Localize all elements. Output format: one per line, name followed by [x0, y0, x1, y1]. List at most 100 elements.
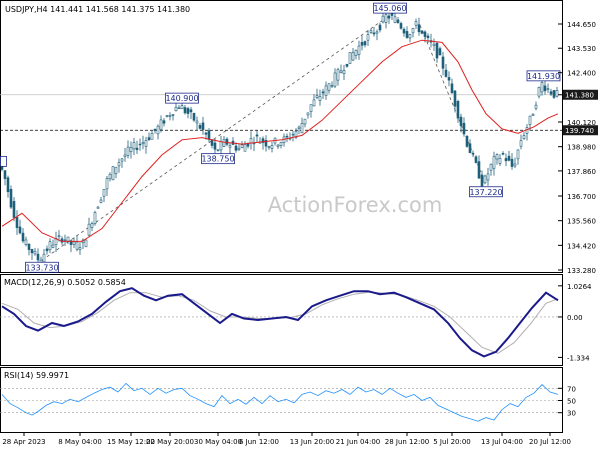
candle-body [543, 85, 547, 92]
price-tick-label: 135.560 [567, 218, 596, 226]
time-tick-label: 28 Jun 12:00 [385, 438, 429, 446]
candle-body [108, 174, 112, 180]
candle-body [489, 163, 493, 171]
candle-body [555, 89, 559, 97]
candle-body [48, 241, 52, 251]
candle-body [264, 140, 268, 147]
candle-body [111, 166, 115, 181]
price-pane-title: USDJPY,H4 141.441 141.568 141.375 141.38… [5, 5, 190, 14]
candle-body [210, 139, 214, 146]
candle-body [15, 217, 19, 228]
candle-body [363, 41, 367, 46]
candle-body [471, 152, 475, 155]
candle-body [516, 149, 520, 160]
candle-body [495, 154, 499, 160]
price-point-label-box [25, 261, 59, 273]
candle-body [144, 140, 148, 147]
time-tick-label: 20 Jul 12:00 [529, 438, 571, 446]
candle-body [483, 175, 487, 184]
candle-body [21, 232, 25, 242]
time-tick-label: 30 May 04:00 [194, 438, 242, 446]
price-tick-label: 143.530 [567, 45, 596, 53]
candle-body [93, 212, 97, 224]
level-price-tag: 139.740 [565, 127, 594, 135]
candle-body [189, 109, 193, 113]
candle-body [84, 239, 88, 248]
time-tick-label: 15 May 12:00 [107, 438, 155, 446]
candle-body [450, 83, 454, 94]
candle-body [228, 145, 232, 148]
rsi-tick-label: 50 [567, 398, 576, 406]
candle-body [30, 249, 34, 254]
candle-body [534, 104, 538, 109]
time-tick-label: 21 Jun 04:00 [336, 438, 380, 446]
candle-body [291, 133, 295, 136]
candle-body [24, 239, 28, 245]
candle-body [120, 158, 124, 162]
candle-body [432, 43, 436, 46]
candle-body [303, 118, 307, 125]
macd-tick-label: -1.334 [567, 354, 590, 362]
candle-body [420, 30, 424, 34]
candle-body [180, 105, 184, 110]
candle-body [438, 48, 442, 56]
candle-body [99, 199, 103, 203]
candle-body [480, 174, 484, 187]
price-point-label: 138.750 [201, 155, 234, 164]
candle-body [267, 146, 271, 148]
candle-body [504, 158, 508, 162]
price-tick-label: 136.700 [567, 193, 596, 201]
price-tick-label: 140.120 [567, 119, 596, 127]
candle-body [372, 32, 376, 35]
candle-body [243, 144, 247, 152]
candle-body [294, 130, 298, 138]
candle-body [219, 141, 223, 151]
trendline [419, 24, 487, 185]
time-tick-label: 8 May 04:00 [58, 438, 102, 446]
candle-body [117, 162, 121, 167]
candle-body [540, 82, 544, 93]
candle-body [177, 107, 181, 109]
price-tick-label: 138.980 [567, 144, 596, 152]
moving-average-line [1, 39, 559, 242]
candle-body [405, 31, 409, 38]
candle-body [465, 135, 469, 147]
current-price-tag: 141.380 [565, 92, 594, 100]
candle-body [300, 123, 304, 134]
candle-body [468, 143, 472, 154]
candle-body [66, 236, 70, 242]
candle-body [414, 21, 418, 26]
candle-body [153, 128, 157, 131]
candle-body [396, 19, 400, 23]
candle-body [96, 206, 100, 209]
candle-body [486, 173, 490, 181]
candle-body [357, 45, 361, 55]
candle-body [159, 119, 163, 130]
candle-body [531, 113, 535, 116]
candle-body [105, 178, 109, 190]
trendline [41, 14, 391, 261]
candle-body [354, 49, 358, 56]
macd-series-macd [1, 287, 559, 358]
price-point-label-box [469, 186, 503, 198]
candle-body [276, 144, 280, 147]
candle-body [408, 34, 412, 39]
candle-body [348, 52, 352, 64]
candle-body [138, 143, 142, 146]
candle-body [51, 244, 55, 248]
candle-body [345, 63, 349, 67]
candle-body [297, 126, 301, 129]
candle-body [129, 147, 133, 152]
candle-body [165, 115, 169, 117]
candle-body [444, 69, 448, 77]
candle-body [375, 31, 379, 34]
candle-body [42, 253, 46, 263]
price-pane-border [0, 0, 563, 273]
candle-body [441, 56, 445, 69]
candle-body [126, 146, 130, 156]
candle-body [453, 90, 457, 107]
candle-body [513, 163, 517, 167]
candle-body [9, 189, 13, 208]
candle-body [270, 145, 274, 149]
